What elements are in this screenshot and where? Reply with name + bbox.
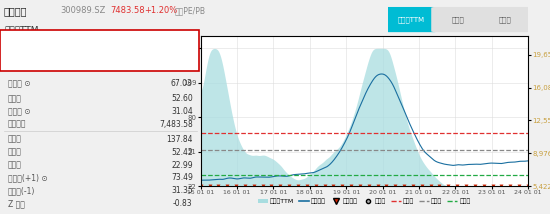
Text: 分位点: 分位点 [452,16,464,22]
Text: 中证医疗: 中证医疗 [4,6,28,16]
Text: Z 分数: Z 分数 [8,199,25,208]
FancyBboxPatch shape [0,30,199,71]
Text: 历史PE/PB: 历史PE/PB [175,6,206,15]
FancyBboxPatch shape [384,7,438,32]
Text: 指数点位: 指数点位 [8,120,26,129]
FancyBboxPatch shape [478,7,531,32]
Text: 分位点: 分位点 [8,56,23,65]
Text: 市盈率TTM: 市盈率TTM [397,16,425,22]
Text: 22.99: 22.99 [171,160,192,169]
Text: 市盈率TTM: 市盈率TTM [4,26,38,35]
Text: 标准差: 标准差 [498,16,512,22]
Text: 52.42: 52.42 [171,148,192,157]
Text: 标准差(-1): 标准差(-1) [8,186,35,195]
Text: 67.03: 67.03 [171,79,192,88]
FancyBboxPatch shape [431,7,485,32]
Text: 300989.SZ: 300989.SZ [60,6,106,15]
Text: 28.16%: 28.16% [158,56,192,65]
Text: 最大量: 最大量 [8,135,22,144]
Text: 52.60: 52.60 [171,94,192,103]
Text: +1.20%: +1.20% [145,6,178,15]
Text: 7483.58: 7483.58 [111,6,145,15]
Text: -0.83: -0.83 [173,199,192,208]
Text: 31.35: 31.35 [171,186,192,195]
Text: 35.01: 35.01 [167,34,192,43]
Text: 73.49: 73.49 [171,173,192,182]
Text: 7,483.58: 7,483.58 [159,120,192,129]
Text: 31.04: 31.04 [171,107,192,116]
Text: 机公值 ⊙: 机公值 ⊙ [8,107,31,116]
Text: 估高位 ⊙: 估高位 ⊙ [8,79,31,88]
Text: 平均值: 平均值 [8,148,22,157]
Text: 最小值: 最小值 [8,160,22,169]
Text: 当前值: 当前值 [8,34,23,43]
Text: 137.84: 137.84 [166,135,192,144]
Text: 中位数: 中位数 [8,94,22,103]
Legend: 市盈率TTM, 指数点位, 融合信志, 分位点, 估枢值, 中位数, 机会值: 市盈率TTM, 指数点位, 融合信志, 分位点, 估枢值, 中位数, 机会值 [256,196,473,207]
Text: 标准差(+1) ⊙: 标准差(+1) ⊙ [8,173,48,182]
